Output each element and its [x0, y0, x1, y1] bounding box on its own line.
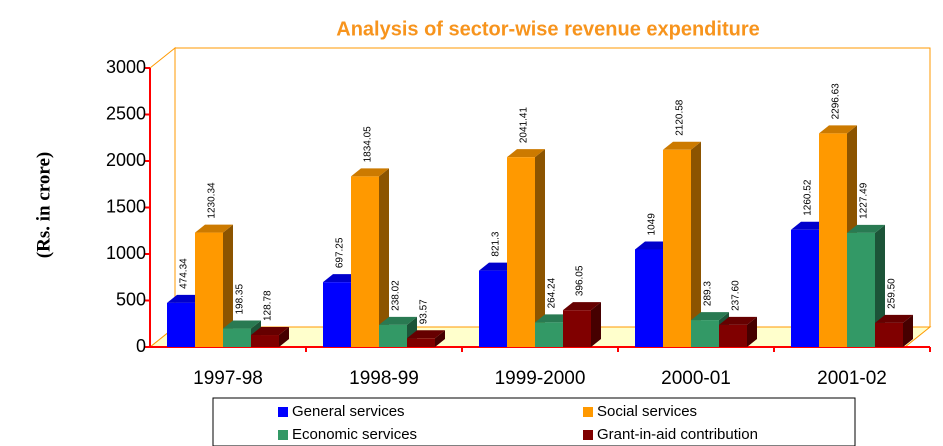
bar-top	[351, 168, 389, 177]
bar	[379, 324, 407, 347]
bar-top	[195, 224, 233, 233]
y-tick-label: 500	[116, 289, 146, 309]
data-label: 1834.05	[363, 126, 374, 163]
y-tick-label: 2500	[106, 103, 146, 123]
y-tick-label: 0	[136, 336, 146, 356]
y-axis-label: (Rs. in crore)	[33, 152, 54, 258]
data-label: 2041.41	[519, 107, 530, 144]
bar	[479, 270, 507, 347]
data-label: 1230.34	[207, 182, 218, 219]
legend-swatch	[278, 430, 288, 440]
bar	[251, 335, 279, 347]
bar	[195, 232, 223, 347]
bar-top	[379, 316, 417, 325]
bar	[635, 249, 663, 347]
bar	[167, 302, 195, 347]
bar	[791, 229, 819, 347]
bar-top	[251, 327, 289, 336]
data-label: 821.3	[491, 231, 502, 256]
data-label: 238.02	[391, 280, 402, 311]
x-tick-label: 2001-02	[817, 368, 887, 389]
legend-swatch	[583, 407, 593, 417]
x-tick-label: 1998-99	[349, 368, 419, 389]
bar	[351, 176, 379, 347]
bar	[507, 157, 535, 347]
data-label: 1227.49	[859, 182, 870, 219]
x-tick-label: 1999-2000	[495, 368, 586, 389]
bar-side	[747, 316, 757, 347]
x-tick-label: 2000-01	[661, 368, 731, 389]
data-label: 474.34	[179, 258, 190, 289]
data-label: 2120.58	[675, 99, 686, 136]
bar	[535, 322, 563, 347]
legend-label: Economic services	[292, 426, 417, 443]
bar	[563, 310, 591, 347]
bar-top	[847, 224, 885, 233]
data-label: 1260.52	[803, 179, 814, 216]
legend-label: General services	[292, 403, 405, 420]
legend-label: Grant-in-aid contribution	[597, 426, 758, 443]
data-label: 396.05	[575, 265, 586, 296]
data-label: 1049	[647, 213, 658, 236]
bar-side	[591, 302, 601, 347]
y-tick-label: 1000	[106, 243, 146, 263]
bar-side	[875, 224, 885, 347]
y-tick-label: 2000	[106, 150, 146, 170]
legend-swatch	[583, 430, 593, 440]
data-label: 697.25	[335, 237, 346, 268]
x-tick-label: 1997-98	[193, 368, 263, 389]
legend-box	[212, 397, 856, 446]
legend-label: Social services	[597, 403, 697, 420]
bar	[323, 282, 351, 347]
bar-top	[507, 149, 545, 158]
data-label: 93.57	[419, 299, 430, 324]
bar	[691, 320, 719, 347]
bar-side	[435, 330, 445, 347]
data-label: 259.50	[887, 278, 898, 309]
bar	[223, 328, 251, 347]
bar-top	[407, 330, 445, 339]
bar	[719, 324, 747, 347]
bar-side	[223, 224, 233, 347]
data-label: 128.78	[263, 290, 274, 321]
bar-top	[223, 320, 261, 329]
bar-top	[719, 316, 757, 325]
bar-top	[875, 314, 913, 323]
bar-side	[903, 314, 913, 347]
y-tick-label: 3000	[106, 57, 146, 77]
bar-top	[563, 302, 601, 311]
legend-swatch	[278, 407, 288, 417]
bar-side	[379, 168, 389, 347]
bar	[663, 149, 691, 347]
data-label: 198.35	[235, 284, 246, 315]
bar-side	[279, 327, 289, 347]
data-label: 237.60	[731, 280, 742, 311]
bar-top	[819, 125, 857, 134]
bar	[875, 322, 903, 347]
bar-side	[691, 141, 701, 347]
data-label: 2296.63	[831, 83, 842, 120]
bar	[407, 338, 435, 347]
bar	[819, 133, 847, 347]
y-tick-label: 1500	[106, 196, 146, 216]
data-label: 264.24	[547, 277, 558, 308]
bar	[847, 232, 875, 347]
chart-title: Analysis of sector-wise revenue expendit…	[336, 18, 760, 40]
bar-side	[535, 149, 545, 347]
bar-top	[663, 141, 701, 150]
bar-top	[691, 312, 729, 321]
data-label: 289.3	[703, 281, 714, 306]
